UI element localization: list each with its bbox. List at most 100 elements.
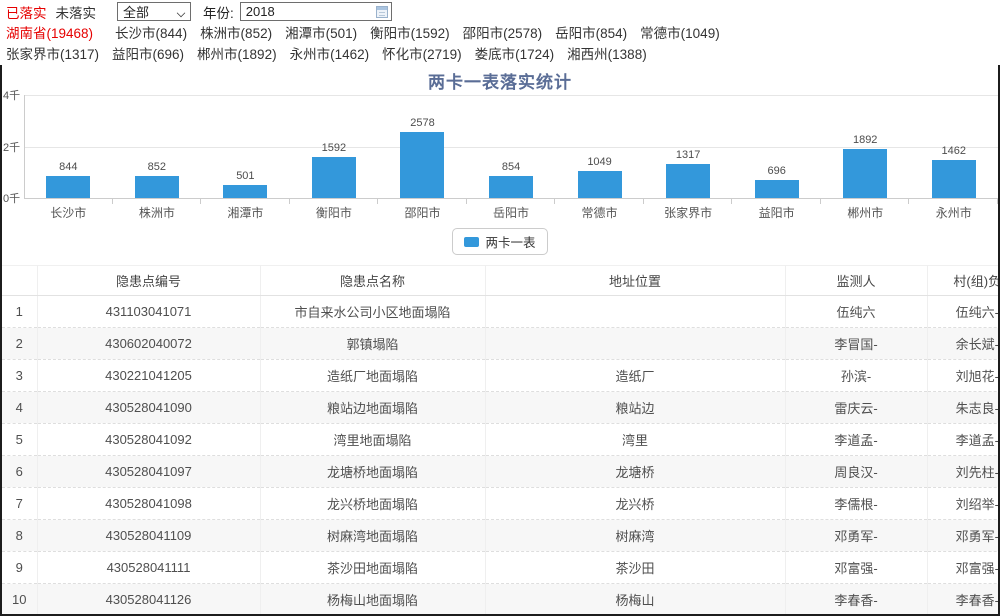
year-input[interactable] xyxy=(245,4,356,19)
bar[interactable] xyxy=(577,171,622,198)
cell-name: 茶沙田地面塌陷 xyxy=(260,551,486,584)
bar[interactable] xyxy=(223,185,268,198)
cell-address: 造纸厂 xyxy=(485,359,786,392)
link-city[interactable]: 衡阳市(1592) xyxy=(370,26,450,41)
link-city[interactable]: 株洲市(852) xyxy=(200,26,273,41)
cell-village: 邓富强- xyxy=(927,551,998,584)
link-city[interactable]: 湘潭市(501) xyxy=(285,26,358,41)
year-label: 年份: xyxy=(203,5,234,21)
cell-address xyxy=(485,327,786,360)
x-tick-label: 益阳市 xyxy=(732,199,821,221)
table-row[interactable]: 10 430528041126 杨梅山地面塌陷 杨梅山 李春香- 李春香- xyxy=(2,583,998,614)
bar[interactable] xyxy=(843,149,888,198)
table-row[interactable]: 7 430528041098 龙兴桥地面塌陷 龙兴桥 李儒根- 刘绍举- xyxy=(2,487,998,520)
cell-address: 树麻湾 xyxy=(485,519,786,552)
bar-slot: 1317 xyxy=(644,95,733,198)
tab-not-implemented[interactable]: 未落实 xyxy=(55,5,97,21)
tab-implemented[interactable]: 已落实 xyxy=(6,5,47,21)
link-province[interactable]: 湖南省(19468) xyxy=(6,26,94,41)
table-row[interactable]: 5 430528041092 湾里地面塌陷 湾里 李道孟- 李道孟- xyxy=(2,423,998,456)
y-tick-0: 0千 xyxy=(3,193,21,205)
cell-monitor: 李儒根- xyxy=(785,487,928,520)
bar-value-label: 501 xyxy=(236,170,255,182)
table-row[interactable]: 4 430528041090 粮站边地面塌陷 粮站边 雷庆云- 朱志良- xyxy=(2,391,998,424)
region-links-line1: 湖南省(19468) 长沙市(844) 株洲市(852) 湘潭市(501) 衡阳市(15… xyxy=(6,23,720,44)
cell-code: 430528041092 xyxy=(37,423,261,456)
link-city[interactable]: 长沙市(844) xyxy=(115,26,188,41)
col-hazard-name: 隐患点名称 xyxy=(260,265,486,296)
bar-value-label: 2578 xyxy=(410,117,435,129)
table-row[interactable]: 3 430221041205 造纸厂地面塌陷 造纸厂 孙滨- 刘旭花- xyxy=(2,359,998,392)
cell-monitor: 雷庆云- xyxy=(785,391,928,424)
category-select[interactable]: 全部 xyxy=(117,2,191,21)
cell-code: 430528041090 xyxy=(37,391,261,424)
bar-slot: 854 xyxy=(467,95,556,198)
table-row[interactable]: 9 430528041111 茶沙田地面塌陷 茶沙田 邓富强- 邓富强- xyxy=(2,551,998,584)
link-city[interactable]: 怀化市(2719) xyxy=(382,47,462,62)
cell-code: 430528041098 xyxy=(37,487,261,520)
cell-monitor: 邓勇军- xyxy=(785,519,928,552)
table-row[interactable]: 2 430602040072 郭镇塌陷 李冒国- 余长斌- xyxy=(2,327,998,360)
bar-value-label: 1892 xyxy=(852,134,878,146)
link-city[interactable]: 永州市(1462) xyxy=(289,47,370,62)
bar[interactable] xyxy=(489,176,533,198)
link-city[interactable]: 娄底市(1724) xyxy=(474,47,555,62)
bar-value-label: 844 xyxy=(59,161,78,173)
bar[interactable] xyxy=(311,157,356,198)
legend-swatch-icon xyxy=(464,236,480,247)
cell-address: 杨梅山 xyxy=(485,583,786,614)
cell-idx: 10 xyxy=(2,583,38,614)
link-city[interactable]: 邵阳市(2578) xyxy=(462,26,543,41)
x-tick-label: 张家界市 xyxy=(644,199,733,221)
chart-legend-row: 两卡一表 xyxy=(2,228,998,255)
cell-village: 刘旭花- xyxy=(927,359,998,392)
region-links: 湖南省(19468) 长沙市(844) 株洲市(852) 湘潭市(501) 衡阳市(15… xyxy=(0,23,720,65)
table-row[interactable]: 1 431103041071 市自来水公司小区地面塌陷 伍纯六 伍纯六- xyxy=(2,295,998,328)
cell-name: 树麻湾地面塌陷 xyxy=(260,519,486,552)
cell-village: 李道孟- xyxy=(927,423,998,456)
x-tick-label: 株洲市 xyxy=(113,199,202,221)
table-row[interactable]: 6 430528041097 龙塘桥地面塌陷 龙塘桥 周良汉- 刘先柱- xyxy=(2,455,998,488)
cell-name: 龙塘桥地面塌陷 xyxy=(260,455,486,488)
hazard-table: 隐患点编号 隐患点名称 地址位置 监测人 村(组)负 1 431103041071… xyxy=(2,265,998,614)
bar-slot: 1592 xyxy=(290,95,379,198)
bar[interactable] xyxy=(754,180,799,198)
y-axis-line xyxy=(24,95,25,198)
link-city[interactable]: 岳阳市(854) xyxy=(555,26,628,41)
link-city[interactable]: 湘西州(1388) xyxy=(567,47,647,62)
link-city[interactable]: 益阳市(696) xyxy=(112,47,185,62)
calendar-icon[interactable] xyxy=(375,5,388,18)
link-city[interactable]: 常德市(1049) xyxy=(640,26,720,41)
cell-name: 湾里地面塌陷 xyxy=(260,423,486,456)
cell-idx: 8 xyxy=(2,519,38,552)
legend-item[interactable]: 两卡一表 xyxy=(452,228,548,255)
table-row[interactable]: 8 430528041109 树麻湾地面塌陷 树麻湾 邓勇军- 邓勇军- xyxy=(2,519,998,552)
cell-village: 邓勇军- xyxy=(927,519,998,552)
bar-slot: 501 xyxy=(201,95,290,198)
cell-village: 朱志良- xyxy=(927,391,998,424)
bar-value-label: 852 xyxy=(147,161,166,173)
bar[interactable] xyxy=(46,176,91,198)
region-links-line2: 张家界市(1317) 益阳市(696) 郴州市(1892) 永州市(1462) 怀化市(… xyxy=(6,44,720,65)
cell-name: 杨梅山地面塌陷 xyxy=(260,583,486,614)
x-tick-label: 郴州市 xyxy=(821,199,910,221)
cell-name: 郭镇塌陷 xyxy=(260,327,486,360)
cell-address: 龙兴桥 xyxy=(485,487,786,520)
bar[interactable] xyxy=(134,176,179,198)
cell-monitor: 周良汉- xyxy=(785,455,928,488)
link-city[interactable]: 郴州市(1892) xyxy=(197,47,277,62)
cell-address xyxy=(485,295,786,328)
bar[interactable] xyxy=(400,132,445,198)
bar[interactable] xyxy=(931,160,976,198)
bar-slot: 1892 xyxy=(821,95,910,198)
cell-address: 粮站边 xyxy=(485,391,786,424)
cell-monitor: 邓富强- xyxy=(785,551,928,584)
cell-address: 龙塘桥 xyxy=(485,455,786,488)
bar[interactable] xyxy=(666,164,711,198)
x-tick-label: 常德市 xyxy=(555,199,644,221)
link-city[interactable]: 张家界市(1317) xyxy=(6,47,100,62)
filter-toolbar: 已落实 未落实 全部 年份: xyxy=(0,0,1000,23)
bar-slot: 2578 xyxy=(378,95,467,198)
bar-slot: 852 xyxy=(113,95,202,198)
